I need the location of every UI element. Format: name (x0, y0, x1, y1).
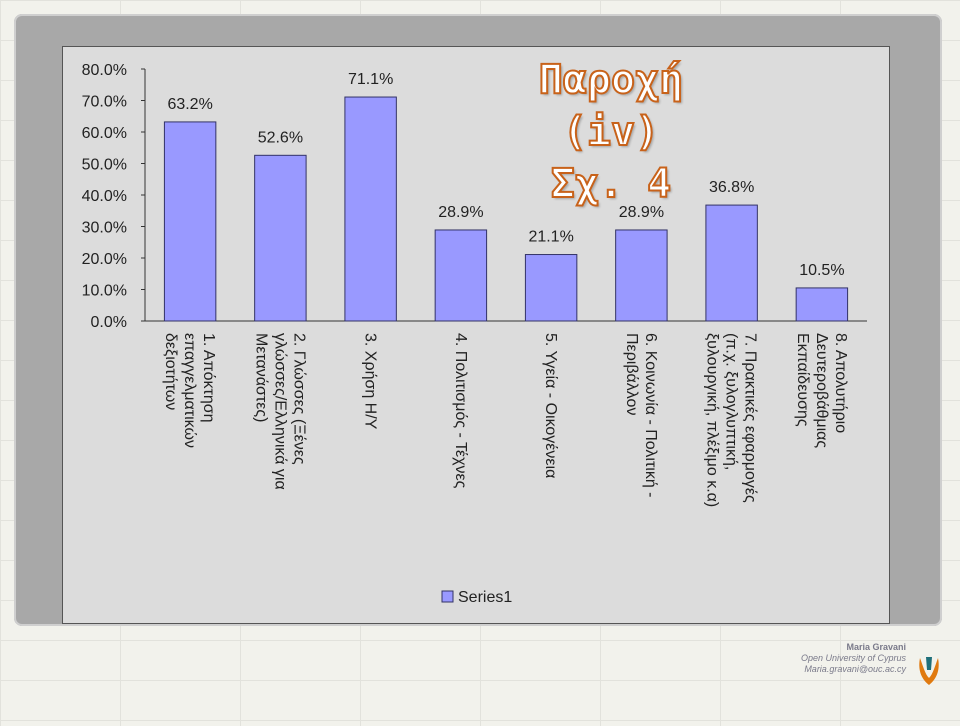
category-label-line: 8. Απολυτήριο (832, 333, 849, 433)
y-tick-label: 40.0% (82, 188, 127, 205)
y-tick-label: 80.0% (82, 62, 127, 79)
y-tick-label: 20.0% (82, 251, 127, 268)
category-label-line: 6. Κοινωνία - Πολιτική - (642, 333, 659, 497)
category-label-line: γλώσσες/Ελληνικά για (271, 333, 288, 490)
category-label-line: (π.χ. ξυλογλυπτική, (723, 333, 740, 470)
bar (524, 254, 578, 322)
data-labels: 63.2% 52.6% 71.1% 28.9% 21.1% 28.9% 36.8% 10.5% (167, 71, 844, 279)
bar (163, 121, 217, 322)
university-logo-icon (919, 657, 939, 685)
category-label-line: επαγγελματικών (181, 333, 198, 448)
category-label-line: Εκπαίδευσης (794, 333, 811, 427)
bar (615, 229, 668, 322)
data-label: 21.1% (528, 229, 573, 246)
category-label: 5. Υγεία - Οικογένεια (542, 333, 559, 478)
bar (254, 154, 307, 322)
category-label-line: 1. Απόκτηση (200, 333, 217, 423)
data-label: 36.8% (709, 179, 754, 196)
slide-title: Παροχή (iv) Σχ. 4 (486, 54, 736, 210)
y-tick-label: 10.0% (82, 283, 127, 300)
legend-swatch-series1 (441, 590, 454, 603)
data-label: 28.9% (619, 204, 664, 221)
category-label: 3. Χρήση Η/Υ (362, 333, 379, 430)
footer-email: Maria.gravani@ouc.ac.cy (804, 664, 906, 674)
category-label-line: 4. Πολιτισμός - Τέχνες (452, 333, 469, 489)
bar (344, 96, 397, 322)
category-label-line: 7. Πρακτικές εφαρμογές (742, 333, 759, 503)
data-label: 63.2% (167, 96, 212, 113)
data-label: 52.6% (258, 129, 303, 146)
footer-org: Open University of Cyprus (800, 653, 906, 663)
legend: Series1 (441, 589, 512, 606)
y-tick-label: 60.0% (82, 125, 127, 142)
bar-chart: 0.0% 10.0% 20.0% 30.0% 40.0% 50.0% 60.0% 70.0% 8… (62, 46, 890, 624)
y-tick-label: 0.0% (91, 314, 127, 331)
category-label-line: ξυλουργική, πλέξιμο κ.α) (704, 333, 721, 507)
category-label-line: δεξιοτήτων (162, 333, 179, 410)
category-label-line: Δευτεροβάθμιας (813, 333, 830, 448)
legend-label-series1: Series1 (458, 589, 512, 606)
y-tick-label: 50.0% (82, 157, 127, 174)
y-tick-label: 70.0% (82, 94, 127, 111)
bar (434, 229, 488, 322)
category-label-line: Μετανάστες) (252, 333, 269, 422)
category-label-line: 3. Χρήση Η/Υ (362, 333, 379, 430)
data-label: 28.9% (438, 204, 483, 221)
data-label: 71.1% (348, 71, 393, 88)
category-label-line: 2. Γλώσσες (Ξένες (290, 333, 307, 465)
slide-title-line1: Παροχή (iv) (538, 56, 685, 156)
slide-title-line2: Σχ. 4 (550, 160, 672, 208)
category-label: 6. Κοινωνία - Πολιτική -Περιβάλλον (623, 333, 659, 497)
footer-name: Maria Gravani (846, 642, 906, 652)
category-label: 4. Πολιτισμός - Τέχνες (452, 333, 469, 489)
bar (795, 287, 849, 322)
chart-canvas: 0.0% 10.0% 20.0% 30.0% 40.0% 50.0% 60.0% 70.0% 8… (82, 62, 867, 606)
y-tick-label: 30.0% (82, 220, 127, 237)
footer-credits: Maria Gravani Open University of Cyprus … (801, 642, 906, 675)
y-axis: 0.0% 10.0% 20.0% 30.0% 40.0% 50.0% 60.0% 70.0% 8… (82, 62, 867, 331)
category-label-line: Περιβάλλον (623, 333, 640, 415)
bar (705, 204, 758, 322)
category-label-line: 5. Υγεία - Οικογένεια (542, 333, 559, 478)
bars (163, 96, 849, 322)
data-label: 10.5% (799, 262, 844, 279)
category-label: 7. Πρακτικές εφαρμογές(π.χ. ξυλογλυπτική… (704, 333, 759, 507)
